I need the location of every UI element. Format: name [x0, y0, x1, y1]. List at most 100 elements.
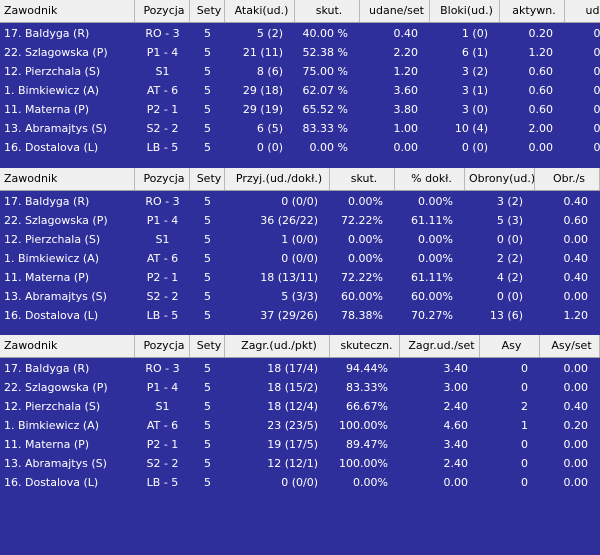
table-cell: 5 (2) [256, 27, 283, 40]
table-cell: 22. Szlagowska (P) [4, 214, 108, 227]
table-cell: 83.33 % [302, 122, 348, 135]
table-cell: 0.00 [563, 457, 589, 470]
table-cell: 5 [204, 309, 211, 322]
table-cell: 61.11% [411, 214, 453, 227]
table-cell: 5 [204, 84, 211, 97]
table-cell: 0.40 [563, 400, 589, 413]
table-cell: 0.00 [563, 476, 589, 489]
table-cell: AT - 6 [146, 84, 179, 97]
table-cell: 23 (23/5) [267, 419, 318, 432]
table-cell: 0.00% [348, 233, 383, 246]
table-cell: 0.40 [563, 271, 589, 284]
column-header: Przyj.(ud./dokł.) [225, 168, 330, 190]
table-cell: 0 [521, 362, 528, 375]
table-cell: AT - 6 [146, 419, 179, 432]
table-cell: 0.40 [563, 195, 589, 208]
table-cell: 1. Bimkiewicz (A) [4, 252, 99, 265]
table-cell: 5 [204, 233, 211, 246]
table-cell: 19 (17/5) [267, 438, 318, 451]
table-cell: 22. Szlagowska (P) [4, 381, 108, 394]
table-cell: 4.60 [443, 419, 469, 432]
table-cell: 0 [521, 457, 528, 470]
table-cell: LB - 5 [146, 476, 179, 489]
table-cell: 62.07 % [302, 84, 348, 97]
column-header: aktywn. [500, 0, 565, 22]
table-cell: 6 (5) [256, 122, 283, 135]
table-cell: 1.20 [528, 46, 554, 59]
table-cell: 0.00 [563, 438, 589, 451]
column-header: skuteczn. [330, 335, 400, 357]
table-cell: 0.40 [393, 27, 419, 40]
table-cell: 5 [204, 381, 211, 394]
table-cell: 29 (19) [242, 103, 283, 116]
table-cell: 0.40 [593, 65, 600, 78]
table-cell: 0 [521, 438, 528, 451]
table-cell: 12. Pierzchala (S) [4, 65, 101, 78]
table-cell: 2.40 [443, 457, 469, 470]
table-cell: 1 [521, 419, 528, 432]
table-cell: 5 [204, 103, 211, 116]
table-cell: 1. Bimkiewicz (A) [4, 419, 99, 432]
table-cell: 3.60 [393, 84, 419, 97]
table-cell: 60.00% [341, 290, 383, 303]
table-cell: 5 [204, 438, 211, 451]
table-cell: 83.33% [346, 381, 388, 394]
table-cell: 0.00 [393, 141, 419, 154]
column-header: Sety [190, 0, 225, 22]
table-cell: 75.00 % [302, 65, 348, 78]
column-header: Zawodnik [0, 168, 135, 190]
table-cell: 0.80 [593, 122, 600, 135]
column-header: Pozycja [135, 168, 190, 190]
table-cell: 12 (12/1) [267, 457, 318, 470]
table-cell: 3 (2) [461, 65, 488, 78]
column-header: Bloki(ud.) [430, 0, 500, 22]
table-cell: 0.20 [593, 84, 600, 97]
table-cell: 1.00 [393, 122, 419, 135]
table-cell: 2.00 [528, 122, 554, 135]
table-cell: 0 (0) [461, 141, 488, 154]
table-cell: 52.38 % [302, 46, 348, 59]
table-cell: 0.20 [593, 46, 600, 59]
table-cell: 5 [204, 214, 211, 227]
table-cell: 0 [521, 476, 528, 489]
table-cell: 13. Abramajtys (S) [4, 122, 107, 135]
table-cell: 0.00% [353, 476, 388, 489]
table-cell: 13. Abramajtys (S) [4, 457, 107, 470]
table-header [0, 335, 600, 358]
table-cell: 3 (0) [461, 103, 488, 116]
table-cell: S2 - 2 [146, 457, 179, 470]
table-cell: 5 [204, 457, 211, 470]
table-cell: 0.00 [563, 290, 589, 303]
table-cell: 0.20 [563, 419, 589, 432]
table-cell: 0.00 % [309, 141, 348, 154]
table-cell: 6 (1) [461, 46, 488, 59]
table-cell: 22. Szlagowska (P) [4, 46, 108, 59]
table-cell: 18 (12/4) [267, 400, 318, 413]
table-cell: 12. Pierzchala (S) [4, 233, 101, 246]
table-cell: 18 (13/11) [260, 271, 318, 284]
table-cell: 29 (18) [242, 84, 283, 97]
table-cell: 100.00% [339, 457, 388, 470]
table-cell: 3 (1) [461, 84, 488, 97]
table-cell: 5 (3) [496, 214, 523, 227]
column-header: Zagr.ud./set [400, 335, 480, 357]
table-cell: P1 - 4 [146, 381, 179, 394]
table-cell: 5 [204, 195, 211, 208]
table-cell: 72.22% [341, 214, 383, 227]
table-cell: 40.00 % [302, 27, 348, 40]
table-cell: 17. Baldyga (R) [4, 362, 90, 375]
table-cell: 0.00% [418, 233, 453, 246]
table-cell: 78.38% [341, 309, 383, 322]
table-cell: 66.67% [346, 400, 388, 413]
table-cell: 5 [204, 65, 211, 78]
table-cell: P2 - 1 [146, 271, 179, 284]
table-cell: 1 (0) [461, 27, 488, 40]
table-cell: 0.60 [563, 214, 589, 227]
table-cell: 5 [204, 141, 211, 154]
table-cell: 12. Pierzchala (S) [4, 400, 101, 413]
column-header: Zagr.(ud./pkt) [225, 335, 330, 357]
table-cell: 1.20 [393, 65, 419, 78]
table-header [0, 0, 600, 23]
table-cell: P1 - 4 [146, 214, 179, 227]
